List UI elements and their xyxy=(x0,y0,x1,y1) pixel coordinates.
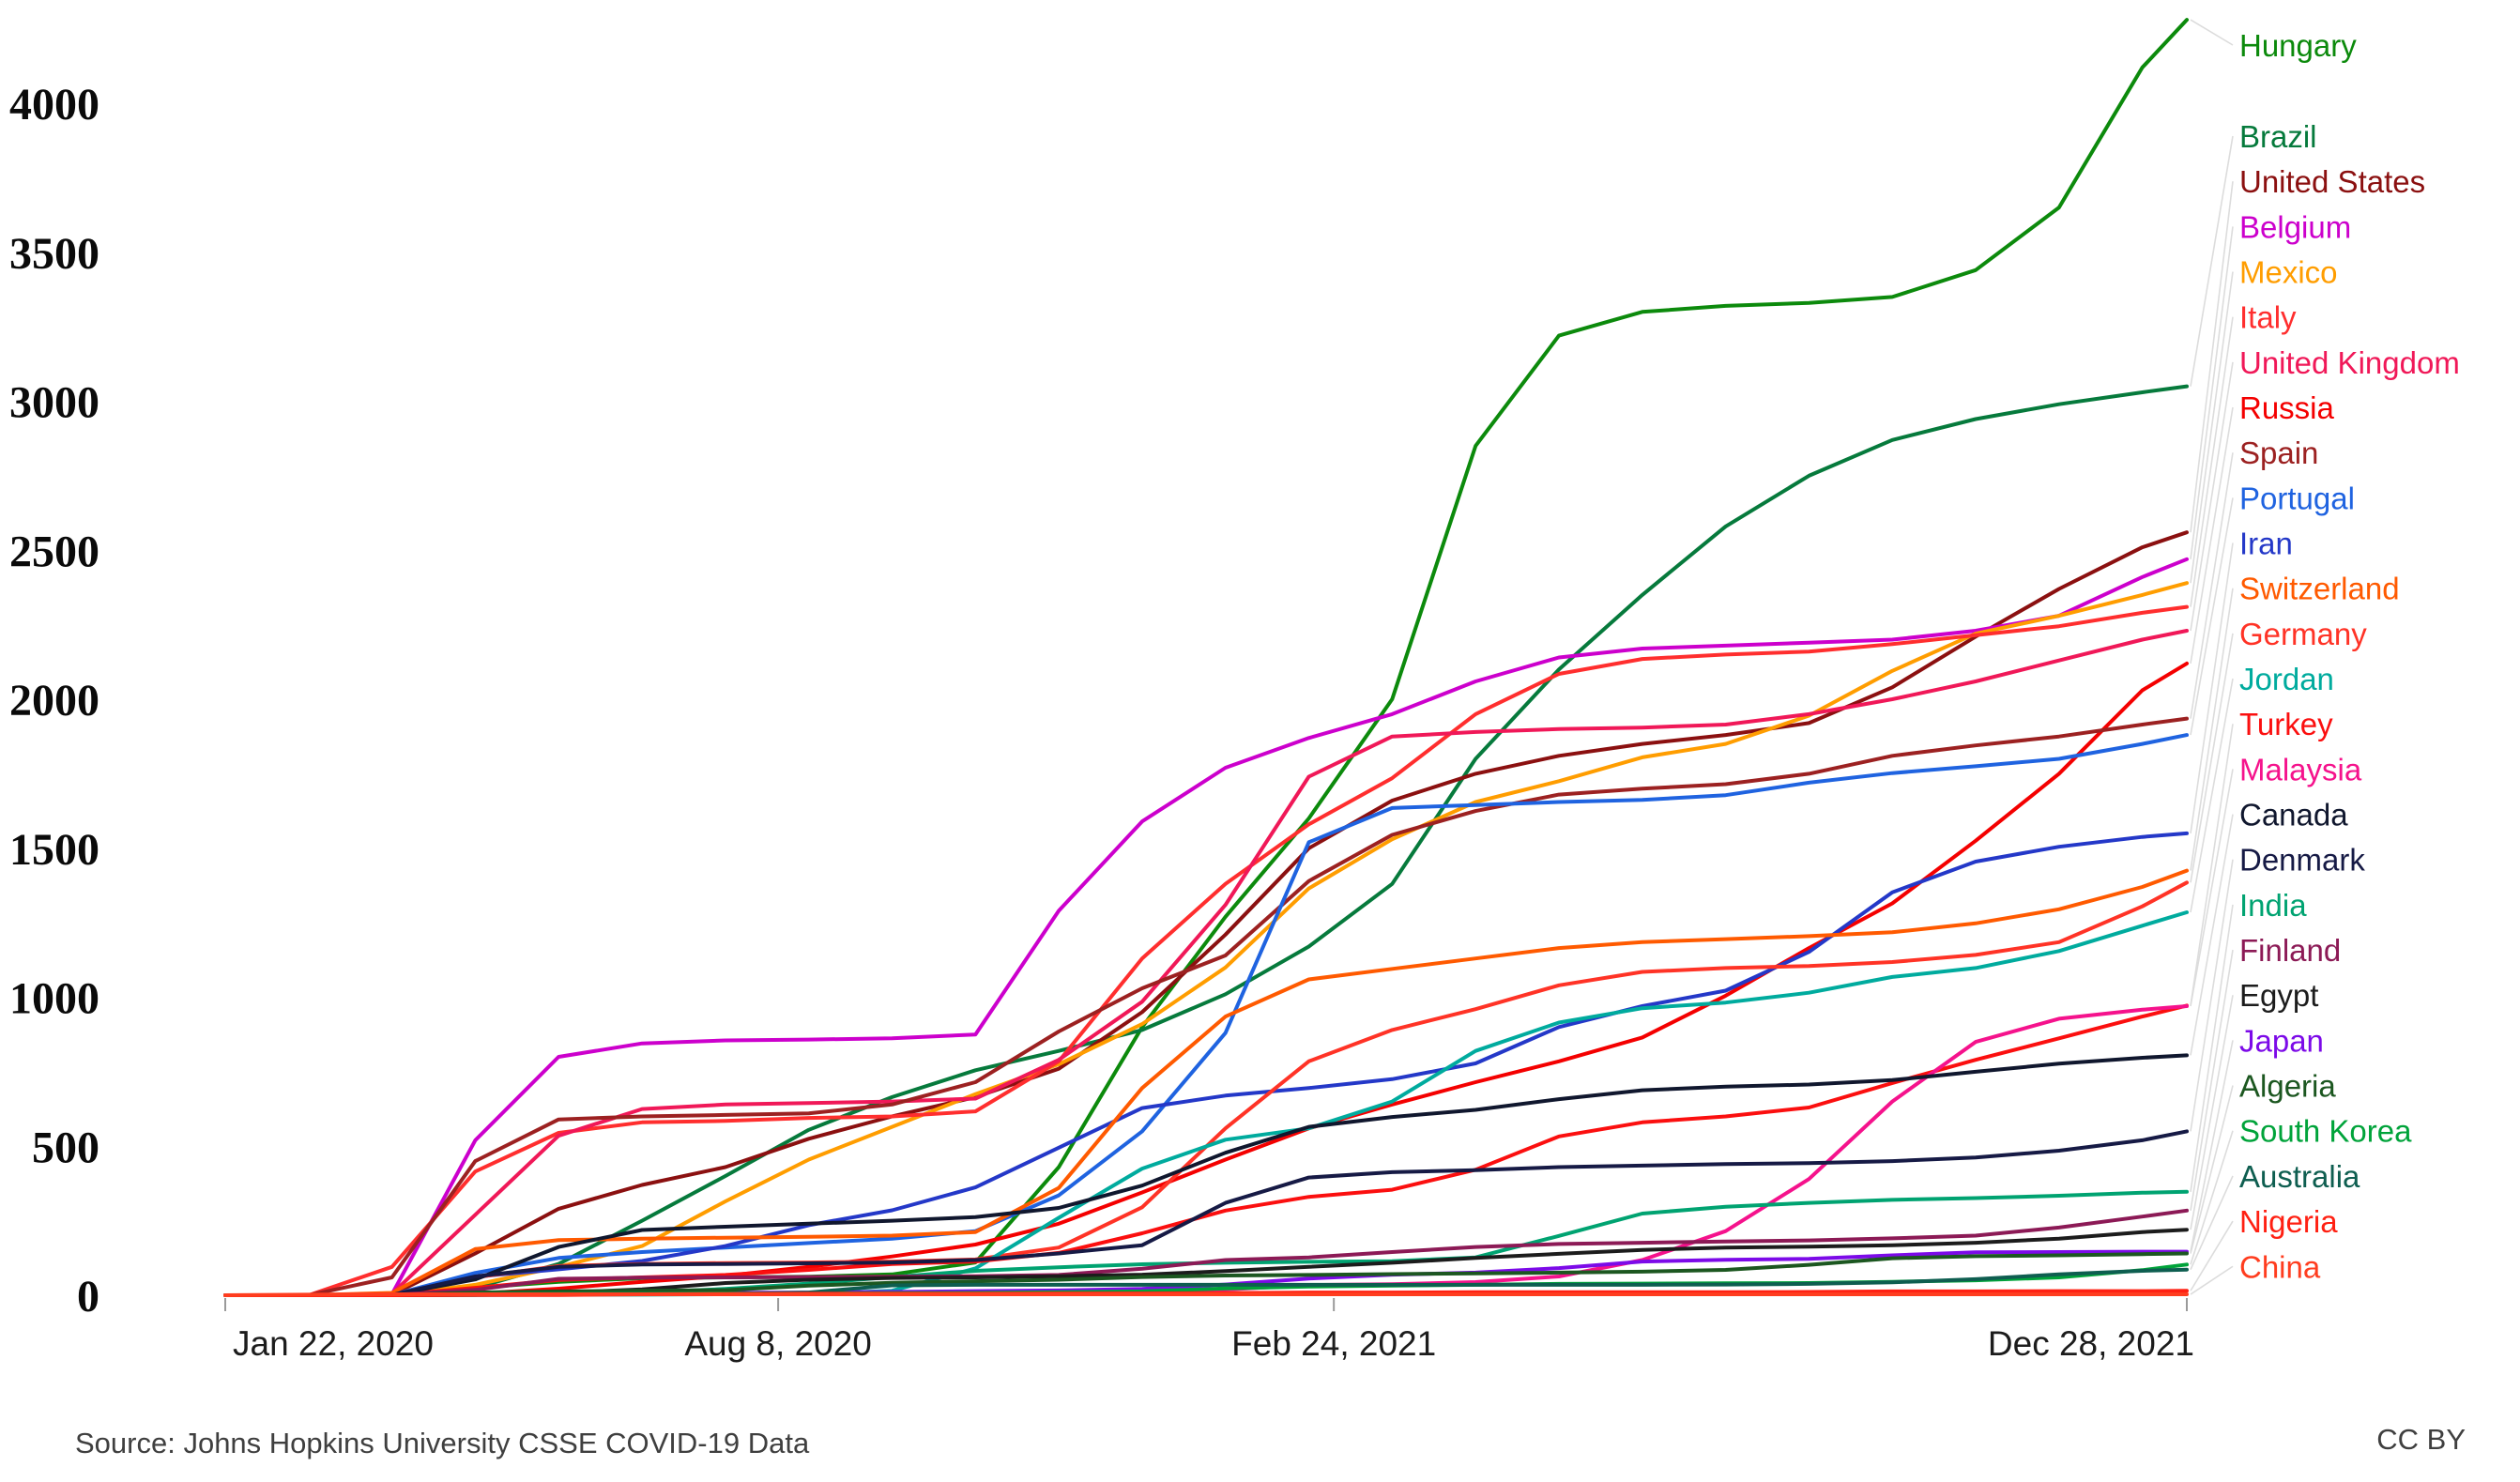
legend-leader-line xyxy=(2190,1265,2234,1295)
series-line-russia[interactable] xyxy=(223,661,2189,1297)
legend-leader-line xyxy=(2190,678,2234,913)
legend-label-spain[interactable]: Spain xyxy=(2239,435,2318,470)
legend-label-mexico[interactable]: Mexico xyxy=(2239,255,2338,290)
legend-leader-line xyxy=(2190,19,2234,46)
legend-label-brazil[interactable]: Brazil xyxy=(2239,119,2317,154)
legend-label-united-states[interactable]: United States xyxy=(2239,164,2425,199)
legend-label-turkey[interactable]: Turkey xyxy=(2239,707,2333,741)
x-tick-label: Dec 28, 2021 xyxy=(1988,1324,2194,1363)
legend-label-united-kingdom[interactable]: United Kingdom xyxy=(2239,345,2460,380)
y-tick-label: 1000 xyxy=(9,974,99,1024)
legend-leader-line xyxy=(2190,814,2234,1056)
legend-leader-line xyxy=(2190,316,2234,607)
series-line-belgium[interactable] xyxy=(223,557,2189,1297)
legend-leader-line xyxy=(2190,542,2234,833)
legend-label-nigeria[interactable]: Nigeria xyxy=(2239,1204,2338,1239)
legend-leader-line xyxy=(2190,406,2234,665)
x-tick-label: Jan 22, 2020 xyxy=(233,1324,434,1363)
legend-label-south-korea[interactable]: South Korea xyxy=(2239,1114,2412,1149)
legend-leader-line xyxy=(2190,769,2234,1007)
legend-leader-line xyxy=(2190,633,2234,883)
legend-label-denmark[interactable]: Denmark xyxy=(2239,843,2365,878)
legend-leader-line xyxy=(2190,361,2234,632)
legend-leader-line xyxy=(2190,1175,2234,1271)
legend-label-germany[interactable]: Germany xyxy=(2239,617,2367,651)
legend-label-japan[interactable]: Japan xyxy=(2239,1023,2324,1058)
series-line-united-kingdom[interactable] xyxy=(223,629,2189,1297)
legend-label-belgium[interactable]: Belgium xyxy=(2239,209,2351,244)
legend-label-switzerland[interactable]: Switzerland xyxy=(2239,572,2400,606)
legend-label-iran[interactable]: Iran xyxy=(2239,527,2293,561)
legend-leader-line xyxy=(2190,181,2234,533)
series-line-spain[interactable] xyxy=(223,716,2189,1297)
y-tick-label: 500 xyxy=(32,1123,99,1172)
legend-label-russia[interactable]: Russia xyxy=(2239,390,2335,425)
license-badge[interactable]: CC BY xyxy=(2376,1423,2466,1456)
legend-leader-line xyxy=(2190,995,2234,1230)
legend-leader-line xyxy=(2190,904,2234,1192)
legend-leader-line xyxy=(2190,497,2234,736)
legend-leader-line xyxy=(2190,588,2234,871)
y-tick-label: 2500 xyxy=(9,527,99,576)
series-line-brazil[interactable] xyxy=(223,384,2189,1297)
y-tick-label: 3000 xyxy=(9,378,99,428)
legend-leader-line xyxy=(2190,452,2234,719)
series-line-switzerland[interactable] xyxy=(223,868,2189,1297)
series-line-finland[interactable] xyxy=(223,1208,2189,1297)
legend-label-canada[interactable]: Canada xyxy=(2239,798,2348,833)
series-line-mexico[interactable] xyxy=(223,581,2189,1297)
legend-label-china[interactable]: China xyxy=(2239,1249,2321,1284)
legend-leader-line xyxy=(2190,1040,2234,1252)
legend-leader-line xyxy=(2190,724,2234,1006)
source-attribution: Source: Johns Hopkins University CSSE CO… xyxy=(75,1427,810,1459)
series-line-algeria[interactable] xyxy=(223,1251,2189,1297)
legend-leader-line xyxy=(2190,135,2234,387)
y-tick-label: 0 xyxy=(77,1272,99,1322)
series-line-hungary[interactable] xyxy=(223,18,2189,1297)
series-line-denmark[interactable] xyxy=(223,1129,2189,1297)
x-tick-label: Feb 24, 2021 xyxy=(1231,1324,1436,1363)
y-tick-label: 3500 xyxy=(9,229,99,279)
series-line-china[interactable] xyxy=(223,1292,2189,1297)
legend-label-italy[interactable]: Italy xyxy=(2239,300,2297,335)
legend-leader-line xyxy=(2190,1130,2234,1265)
legend-label-egypt[interactable]: Egypt xyxy=(2239,978,2318,1013)
legend-leader-line xyxy=(2190,1220,2234,1291)
series-line-iran[interactable] xyxy=(223,831,2189,1297)
legend-label-hungary[interactable]: Hungary xyxy=(2239,28,2357,63)
legend-leader-line xyxy=(2190,859,2234,1132)
legend-label-algeria[interactable]: Algeria xyxy=(2239,1069,2336,1104)
legend-leader-line xyxy=(2190,271,2234,584)
legend-label-jordan[interactable]: Jordan xyxy=(2239,662,2334,696)
legend-label-finland[interactable]: Finland xyxy=(2239,933,2341,968)
legend-label-portugal[interactable]: Portugal xyxy=(2239,481,2355,515)
legend-leader-line xyxy=(2190,949,2234,1211)
y-tick-label: 2000 xyxy=(9,676,99,726)
series-line-portugal[interactable] xyxy=(223,733,2189,1297)
legend-leader-line xyxy=(2190,226,2234,559)
series-line-canada[interactable] xyxy=(223,1053,2189,1297)
y-tick-label: 1500 xyxy=(9,825,99,875)
legend-label-malaysia[interactable]: Malaysia xyxy=(2239,752,2362,787)
x-tick-label: Aug 8, 2020 xyxy=(684,1324,872,1363)
legend-label-india[interactable]: India xyxy=(2239,888,2307,923)
y-tick-label: 4000 xyxy=(9,80,99,130)
legend-label-australia[interactable]: Australia xyxy=(2239,1159,2360,1194)
series-line-italy[interactable] xyxy=(223,604,2189,1297)
legend-leader-line xyxy=(2190,1085,2234,1254)
series-line-united-states[interactable] xyxy=(223,530,2189,1297)
